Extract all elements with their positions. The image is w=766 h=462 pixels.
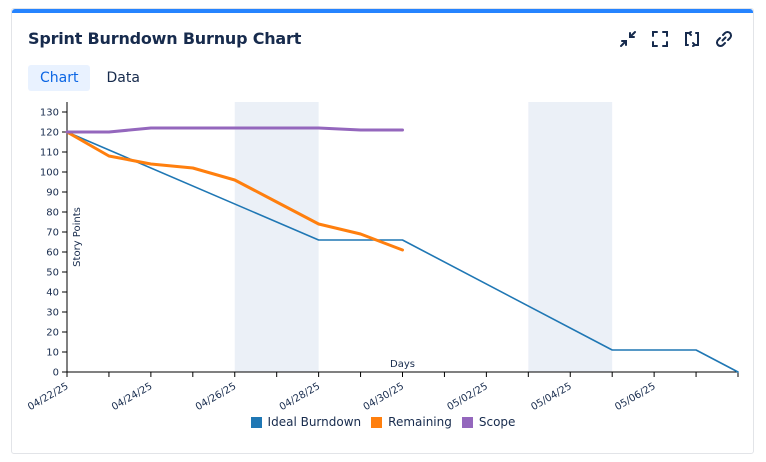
y-tick-label-90: 90: [46, 188, 59, 199]
collapse-icon[interactable]: [617, 28, 639, 50]
y-tick-label-70: 70: [46, 228, 59, 239]
x-tick-label-6: 05/04/25: [529, 381, 573, 413]
y-tick-label-110: 110: [40, 148, 59, 159]
legend-swatch-scope: [461, 416, 473, 428]
y-tick-label-120: 120: [40, 128, 59, 139]
chart-card: Sprint Burndown Burnup Chart: [11, 8, 754, 454]
legend-label-remaining: Remaining: [388, 415, 452, 429]
fullscreen-icon[interactable]: [649, 28, 671, 50]
tab-chart[interactable]: Chart: [28, 65, 91, 91]
legend-item-scope[interactable]: Scope: [461, 415, 516, 429]
y-tick-label-40: 40: [46, 288, 59, 299]
x-axis-title: Days: [390, 359, 415, 370]
y-tick-label-0: 0: [53, 368, 59, 379]
y-tick-label-10: 10: [46, 348, 59, 359]
x-tick-label-7: 05/06/25: [613, 381, 657, 413]
view-tabs: Chart Data: [28, 65, 152, 91]
legend-swatch-ideal: [250, 416, 262, 428]
card-toolbar: [617, 28, 735, 50]
legend-label-ideal: Ideal Burndown: [267, 415, 362, 429]
tab-data[interactable]: Data: [106, 70, 140, 86]
y-tick-label-80: 80: [46, 208, 59, 219]
x-tick-label-2: 04/26/25: [194, 381, 238, 413]
y-tick-label-100: 100: [40, 168, 59, 179]
legend-label-scope: Scope: [478, 415, 516, 429]
y-tick-label-60: 60: [46, 248, 59, 259]
x-tick-label-4: 04/30/25: [362, 381, 406, 413]
x-tick-label-1: 04/24/25: [110, 381, 154, 413]
card-title: Sprint Burndown Burnup Chart: [28, 29, 302, 48]
y-axis-title: Story Points: [72, 207, 83, 267]
series-line-0: [66, 131, 739, 373]
legend-item-ideal[interactable]: Ideal Burndown: [250, 415, 362, 429]
y-tick-label-20: 20: [46, 328, 59, 339]
card-accent-bar: [12, 9, 753, 13]
weekend-band-0: [234, 102, 319, 372]
series-line-2: [65, 126, 404, 134]
legend-swatch-remaining: [371, 416, 383, 428]
weekend-band-1: [528, 102, 613, 372]
series-line-1: [65, 130, 404, 252]
legend-item-remaining[interactable]: Remaining: [371, 415, 452, 429]
y-tick-label-50: 50: [46, 268, 59, 279]
link-icon[interactable]: [713, 28, 735, 50]
x-tick-label-3: 04/28/25: [278, 381, 322, 413]
x-tick-label-5: 05/02/25: [445, 381, 489, 413]
x-tick-label-0: 04/22/25: [26, 381, 70, 413]
y-tick-label-130: 130: [40, 108, 59, 119]
y-tick-label-30: 30: [46, 308, 59, 319]
refresh-icon[interactable]: [681, 28, 703, 50]
chart-legend: Ideal Burndown Remaining Scope: [0, 415, 766, 429]
